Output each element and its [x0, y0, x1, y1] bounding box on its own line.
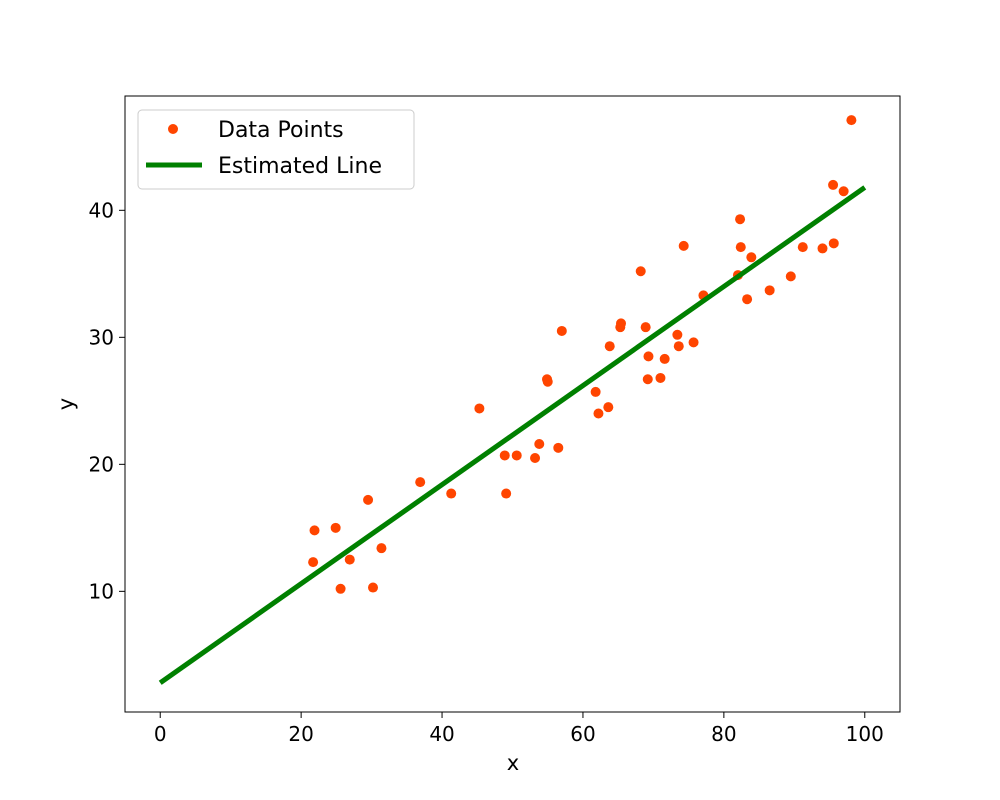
legend-label-data-points: Data Points [218, 118, 344, 143]
axes-frame [124, 95, 901, 713]
data-point [604, 341, 615, 352]
x-tick-label: 100 [846, 722, 884, 746]
legend: Data Points Estimated Line [137, 109, 415, 190]
data-point [603, 402, 614, 413]
data-point [330, 522, 341, 533]
data-point [642, 374, 653, 385]
data-point [688, 337, 699, 348]
x-tick-label: 60 [570, 722, 595, 746]
data-point [764, 285, 775, 296]
data-point [742, 294, 753, 305]
legend-box [137, 109, 415, 190]
data-point [556, 325, 567, 336]
x-tick-label: 80 [711, 722, 736, 746]
data-point [785, 271, 796, 282]
data-point [368, 582, 378, 593]
data-point [593, 408, 604, 419]
x-axis-label: x [507, 751, 519, 775]
data-point [534, 439, 545, 450]
data-point [501, 488, 512, 499]
data-point [542, 376, 553, 387]
data-point [828, 238, 839, 249]
data-point [817, 243, 828, 254]
plot-area: 0 20 40 60 80 100 10 20 30 40 [89, 95, 901, 746]
y-tick-label: 20 [89, 452, 114, 476]
data-point [640, 322, 651, 333]
data-point [553, 442, 564, 453]
data-point [344, 554, 355, 565]
y-axis-label: y [54, 398, 78, 410]
data-point [376, 543, 387, 554]
data-point [655, 372, 666, 383]
data-point [415, 477, 426, 488]
data-point [659, 353, 670, 364]
data-point [678, 240, 689, 251]
data-point [746, 252, 757, 263]
y-tick-label: 40 [89, 198, 114, 222]
data-point [530, 452, 541, 463]
data-point [828, 179, 839, 190]
legend-label-estimated-line: Estimated Line [218, 154, 382, 179]
data-point [335, 583, 346, 594]
data-point [499, 450, 510, 461]
legend-marker-data-points [168, 124, 178, 134]
x-tick-label: 40 [429, 722, 454, 746]
data-point [308, 557, 319, 568]
data-point [735, 214, 746, 225]
data-point [446, 488, 457, 499]
data-point [309, 525, 320, 536]
data-point [838, 186, 849, 197]
data-point [616, 318, 626, 329]
data-point [590, 386, 601, 397]
data-point [511, 450, 522, 461]
y-tick-label: 10 [89, 579, 114, 603]
data-point [635, 266, 646, 277]
data-point [643, 351, 654, 362]
data-point [363, 494, 374, 505]
x-tick-label: 0 [154, 722, 167, 746]
data-point [846, 115, 857, 126]
estimated-line [158, 185, 867, 685]
data-point [735, 242, 746, 253]
data-point [672, 329, 683, 340]
y-tick-label: 30 [89, 325, 114, 349]
data-point [797, 242, 808, 253]
x-tick-label: 20 [288, 722, 313, 746]
data-point [673, 341, 684, 352]
data-point [474, 403, 485, 414]
